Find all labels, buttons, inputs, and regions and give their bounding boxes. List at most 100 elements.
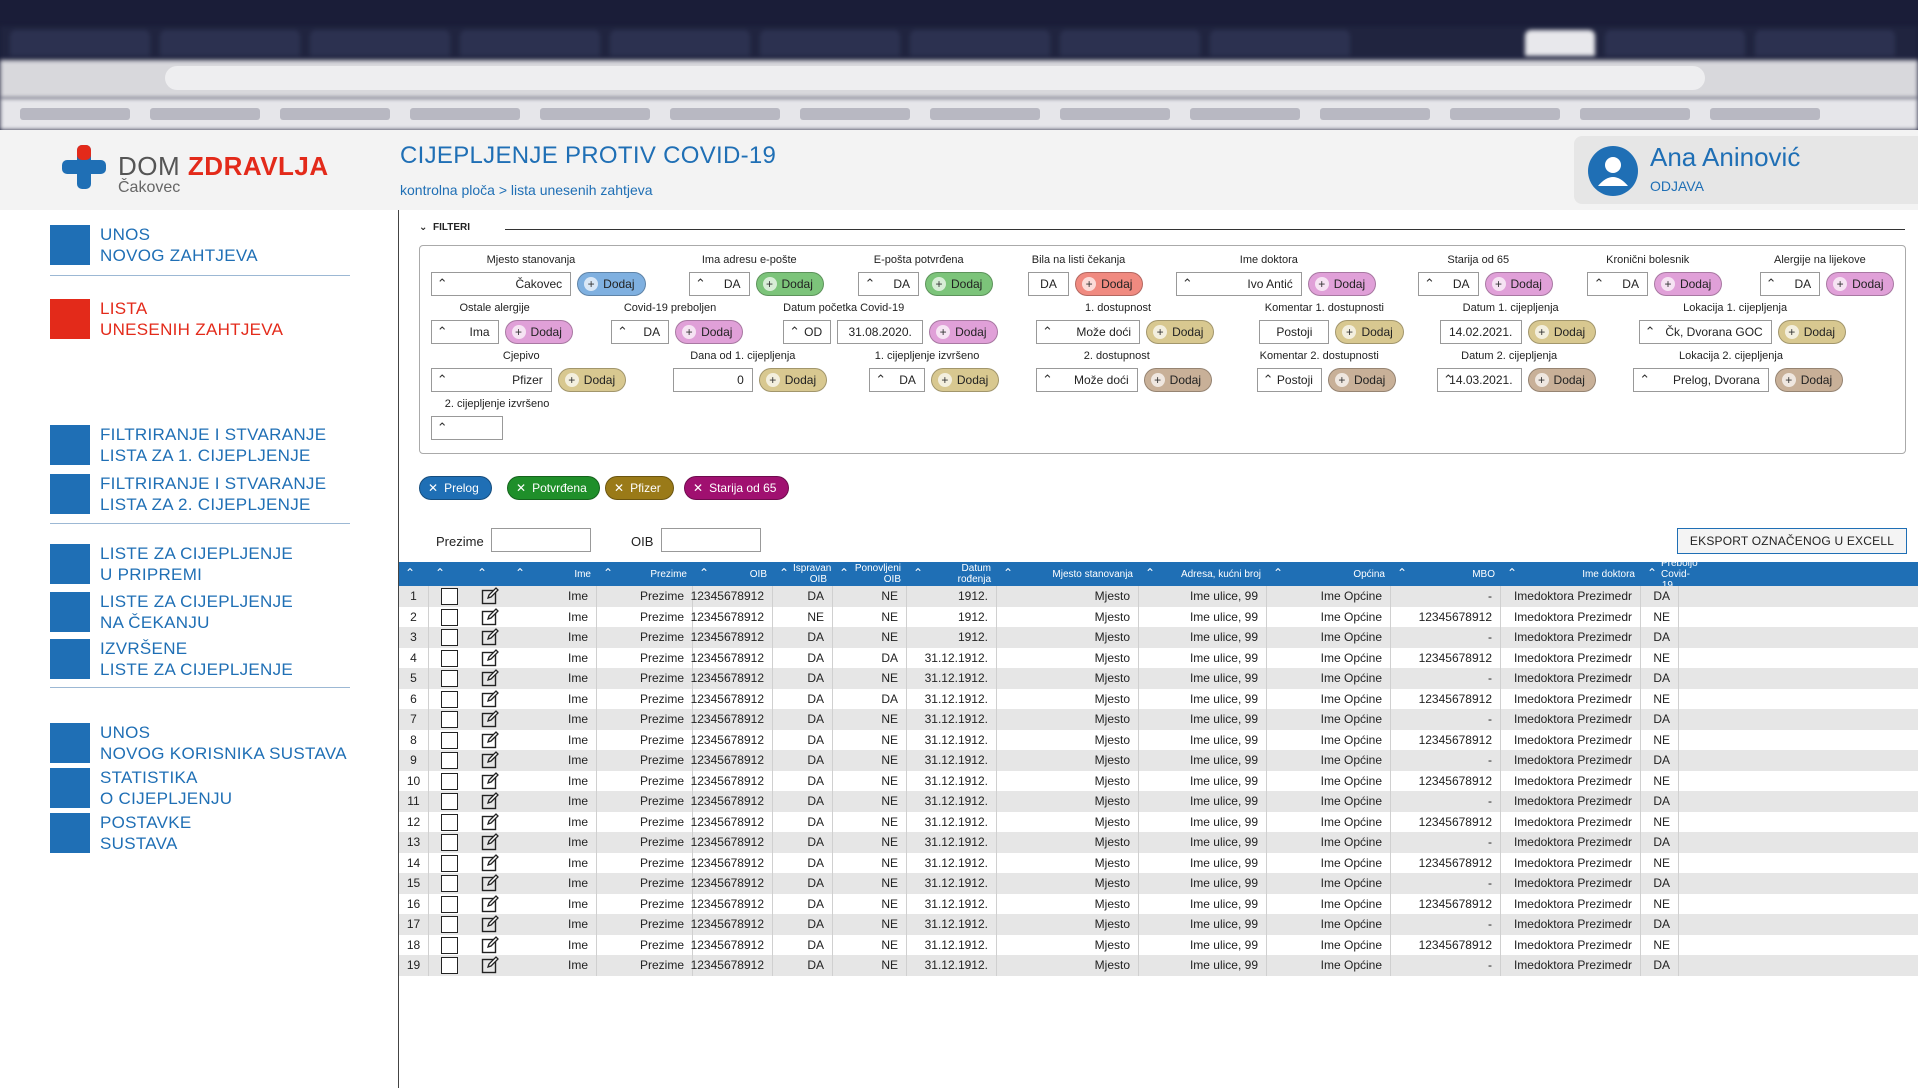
row-checkbox[interactable] [441, 793, 458, 810]
close-icon[interactable]: ✕ [428, 481, 439, 495]
close-icon[interactable]: ✕ [516, 481, 527, 495]
row-checkbox[interactable] [441, 875, 458, 892]
row-checkbox[interactable] [441, 588, 458, 605]
filter-add-button[interactable]: + Dodaj [1777, 320, 1847, 344]
edit-icon[interactable] [481, 935, 499, 954]
filter-value-input[interactable]: ⌃ [430, 416, 504, 440]
edit-icon[interactable] [481, 915, 499, 933]
filter-add-button[interactable]: + Dodaj [1527, 368, 1596, 392]
column-header[interactable]: ⌃ Preboljo Covid-19 [1641, 562, 1698, 591]
surname-search-input[interactable] [491, 528, 591, 552]
sidebar-item-filter-list-2[interactable]: FILTRIRANJE I STVARANJE LISTA ZA 2. CIJEP… [50, 473, 326, 515]
active-filter-pfizer[interactable]: ✕ Pfizer [605, 476, 674, 500]
filter-add-button[interactable]: + Dodaj [1143, 368, 1213, 392]
table-row[interactable]: 12 Ime Prezime 12345678912 DA NE 31.12.1912. Mj… [399, 811, 1918, 832]
filter-value-input[interactable]: ⌃ 14.03.2021. [1436, 368, 1522, 392]
column-header[interactable]: ⌃ Ispravan OIB [773, 562, 833, 586]
column-header[interactable]: ⌃ MBO [1391, 562, 1501, 586]
sidebar-item-new-user[interactable]: UNOS NOVOG KORISNIKA SUSTAVA [50, 722, 347, 764]
column-header[interactable]: ⌃ Ime [509, 562, 597, 586]
row-checkbox[interactable] [441, 752, 458, 769]
filter-prefix-input[interactable]: ⌃ OD [783, 320, 832, 344]
active-filter-confirmed[interactable]: ✕ Potvrđena [507, 476, 600, 500]
filter-value-input[interactable]: ⌃ DA [869, 368, 925, 392]
filter-add-button[interactable]: + Dodaj [1335, 320, 1404, 344]
row-checkbox[interactable] [441, 772, 458, 790]
sidebar-item-filter-list-1[interactable]: FILTRIRANJE I STVARANJE LISTA ZA 1. CIJEP… [50, 424, 326, 466]
row-checkbox[interactable] [441, 690, 458, 708]
filter-value-input[interactable]: ⌃ DA [1587, 272, 1648, 296]
edit-icon[interactable] [481, 853, 499, 872]
table-row[interactable]: 4 Ime Prezime 12345678912 DA DA 31.12.1912. Mje… [399, 647, 1918, 668]
filter-add-button[interactable]: + Dodaj [1527, 320, 1597, 344]
filter-add-button[interactable]: + Dodaj [1075, 272, 1144, 296]
close-icon[interactable]: ✕ [614, 481, 625, 495]
row-checkbox[interactable] [441, 608, 458, 626]
edit-icon[interactable] [481, 956, 499, 974]
export-excel-button[interactable]: EKSPORT OZNAČENOG U EXCELL [1677, 528, 1907, 554]
row-checkbox[interactable] [441, 670, 458, 687]
sidebar-item-lists-in-preparation[interactable]: LISTE ZA CIJEPLJENJE U PRIPREMI [50, 543, 293, 585]
filter-value-input[interactable]: Postoji [1259, 320, 1330, 344]
sidebar-item-request-list[interactable]: LISTA UNESENIH ZAHTJEVA [50, 298, 283, 340]
filter-add-button[interactable]: + Dodaj [1327, 368, 1397, 392]
filter-value-input[interactable]: ⌃ Može doći [1036, 320, 1141, 344]
table-row[interactable]: 3 Ime Prezime 12345678912 DA NE 1912. Mjesto Ime… [399, 627, 1918, 648]
filter-add-button[interactable]: + Dodaj [675, 320, 744, 344]
filter-value-input[interactable]: ⌃ DA [689, 272, 750, 296]
table-row[interactable]: 14 Ime Prezime 12345678912 DA NE 31.12.1912. Mj… [399, 852, 1918, 873]
filter-value-input[interactable]: ⌃ Čk, Dvorana GOC [1638, 320, 1772, 344]
filter-value-input[interactable]: ⌃ DA [858, 272, 919, 296]
filter-value-input[interactable]: DA [1027, 272, 1070, 296]
filter-add-button[interactable]: + Dodaj [577, 272, 646, 296]
row-checkbox[interactable] [441, 957, 458, 974]
table-row[interactable]: 11 Ime Prezime 12345678912 DA NE 31.12.1912. Mj… [399, 791, 1918, 812]
filter-value-input[interactable]: ⌃ Prelog, Dvorana [1633, 368, 1769, 392]
logout-link[interactable]: ODJAVA [1650, 178, 1704, 194]
table-row[interactable]: 5 Ime Prezime 12345678912 DA NE 31.12.1912. Mje… [399, 668, 1918, 689]
column-header[interactable]: ⌃ Općina [1267, 562, 1391, 586]
table-row[interactable]: 9 Ime Prezime 12345678912 DA NE 31.12.1912. Mje… [399, 750, 1918, 771]
filter-value-input[interactable]: ⌃ DA [1417, 272, 1479, 296]
filter-value-input[interactable]: ⌃ Ivo Antić [1175, 272, 1302, 296]
table-row[interactable]: 8 Ime Prezime 12345678912 DA NE 31.12.1912. Mje… [399, 729, 1918, 750]
filter-add-button[interactable]: + Dodaj [929, 320, 998, 344]
edit-icon[interactable] [481, 792, 499, 810]
column-header[interactable]: ⌃ Mjesto stanovanja [997, 562, 1139, 586]
table-row[interactable]: 10 Ime Prezime 12345678912 DA NE 31.12.1912. Mj… [399, 770, 1918, 791]
active-filter-over-65[interactable]: ✕ Starija od 65 [684, 476, 790, 500]
oib-search-input[interactable] [661, 528, 761, 552]
column-header[interactable]: ⌃ Prezime [597, 562, 693, 586]
row-checkbox[interactable] [441, 854, 458, 872]
sidebar-item-lists-waiting[interactable]: LISTE ZA CIJEPLJENJE NA ČEKANJU [50, 591, 293, 633]
sidebar-item-statistics[interactable]: STATISTIKA O CIJEPLJENJU [50, 767, 232, 809]
column-header-sort[interactable]: ⌃ [471, 562, 509, 586]
filters-toggle[interactable]: ⌄ FILTERI [419, 222, 470, 233]
edit-icon[interactable] [481, 771, 499, 790]
filter-add-button[interactable]: + Dodaj [1774, 368, 1844, 392]
filter-add-button[interactable]: + Dodaj [758, 368, 828, 392]
filter-add-button[interactable]: + Dodaj [1146, 320, 1215, 344]
table-row[interactable]: 17 Ime Prezime 12345678912 DA NE 31.12.1912. Mj… [399, 914, 1918, 935]
filter-value-input[interactable]: ⌃ Može doći [1036, 368, 1138, 392]
column-header[interactable]: ⌃ Ime doktora [1501, 562, 1641, 586]
edit-icon[interactable] [481, 587, 499, 605]
filter-add-button[interactable]: + Dodaj [1484, 272, 1553, 296]
logo[interactable]: DOM ZDRAVLJA Čakovec [62, 145, 332, 205]
filter-add-button[interactable]: + Dodaj [1653, 272, 1723, 296]
table-row[interactable]: 19 Ime Prezime 12345678912 DA NE 31.12.1912. Mj… [399, 955, 1918, 976]
column-header[interactable]: ⌃ OIB [693, 562, 773, 586]
table-row[interactable]: 15 Ime Prezime 12345678912 DA NE 31.12.1912. Mj… [399, 873, 1918, 894]
sidebar-item-new-request[interactable]: UNOS NOVOG ZAHTJEVA [50, 224, 258, 266]
column-header-sort[interactable]: ⌃ [429, 562, 471, 586]
row-checkbox[interactable] [441, 895, 458, 913]
sidebar-item-completed-lists[interactable]: IZVRŠENE LISTE ZA CIJEPLJENJE [50, 638, 293, 680]
edit-icon[interactable] [481, 710, 499, 728]
row-checkbox[interactable] [441, 649, 458, 667]
edit-icon[interactable] [481, 812, 499, 831]
filter-value-input[interactable]: ⌃ DA [1759, 272, 1821, 296]
edit-icon[interactable] [481, 894, 499, 913]
edit-icon[interactable] [481, 607, 499, 626]
edit-icon[interactable] [481, 751, 499, 769]
filter-add-button[interactable]: + Dodaj [504, 320, 573, 344]
